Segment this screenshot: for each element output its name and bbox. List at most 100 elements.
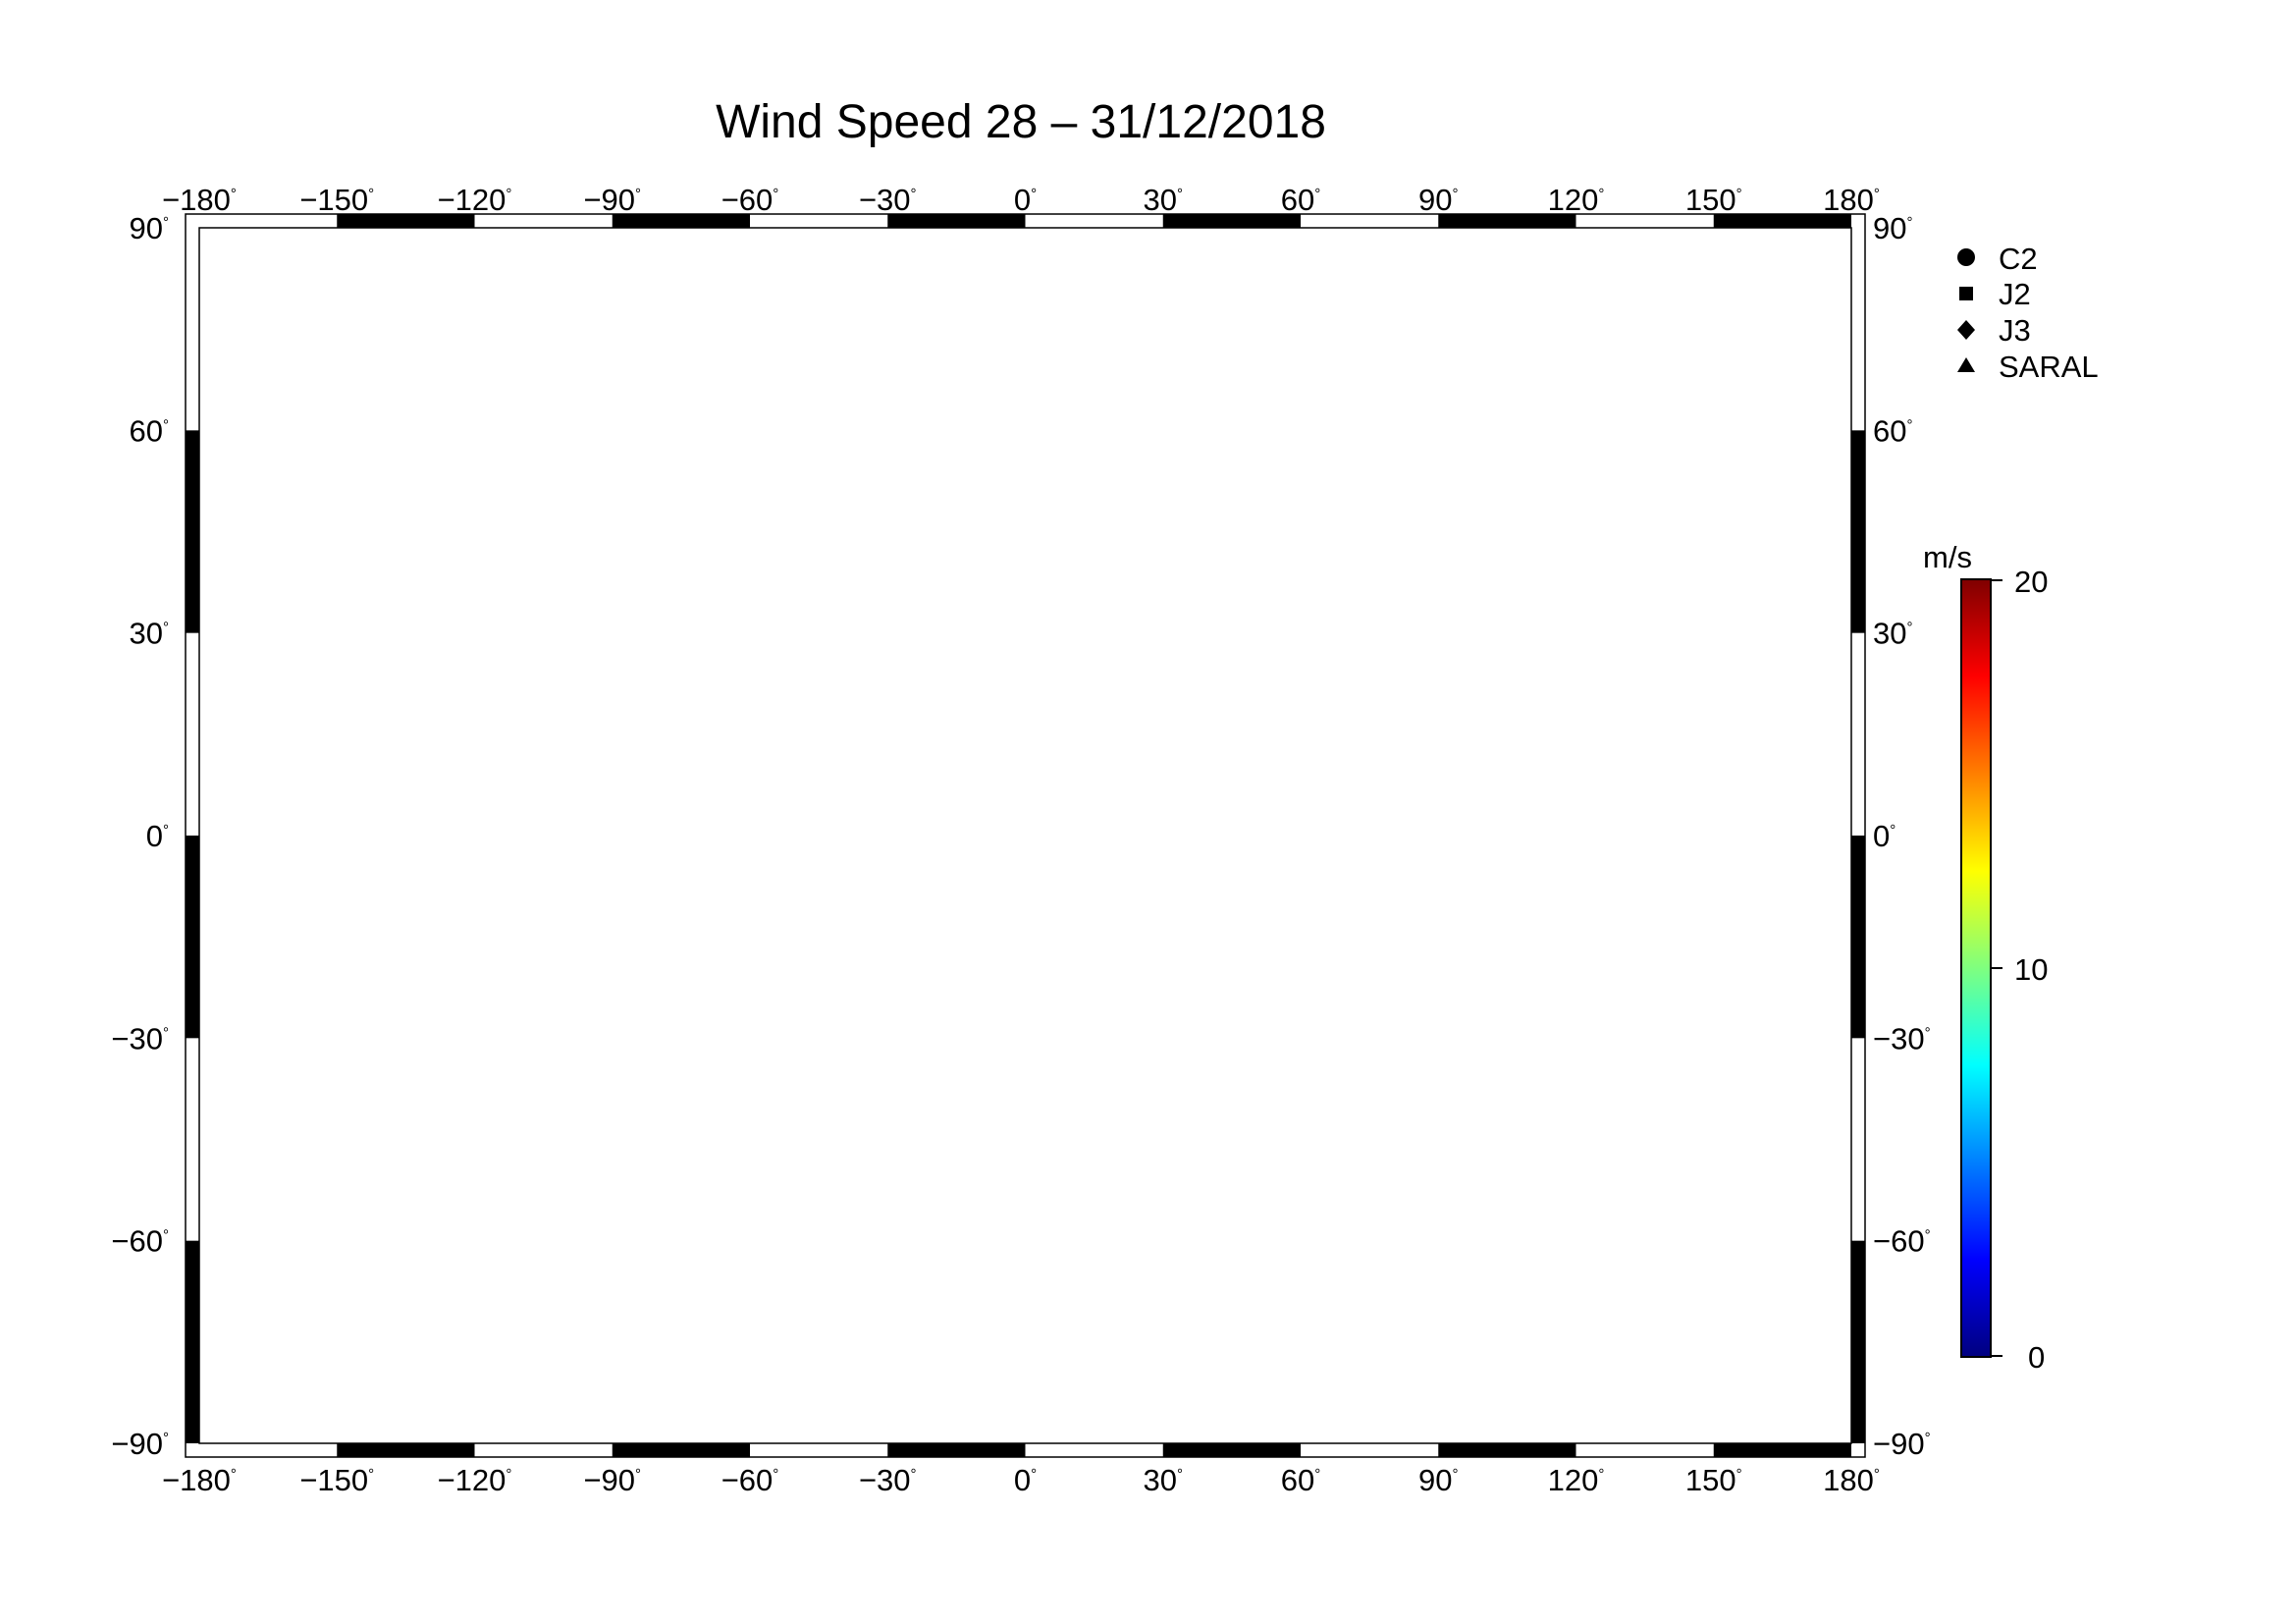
track-segment	[1903, 1083, 1924, 1132]
track-segment	[75, 637, 95, 686]
lon-tick-label-bottom: −120°	[438, 1463, 512, 1497]
track-segment	[106, 588, 127, 637]
track-segment	[0, 588, 3, 637]
track-segment	[66, 786, 86, 836]
track-segment	[1915, 489, 1936, 538]
frame-segment-right	[1851, 836, 1865, 1039]
lon-tick-label-bottom: 120°	[1548, 1463, 1605, 1497]
track-segment	[116, 736, 136, 785]
lon-tick-label-bottom: 0°	[1014, 1463, 1037, 1497]
track-segment	[18, 538, 38, 587]
track-segment	[1900, 786, 1921, 836]
track-segment	[111, 538, 132, 587]
track-segment	[2028, 786, 2049, 836]
track-segment	[2040, 687, 2060, 736]
track-segment	[2143, 390, 2163, 439]
lat-tick-label-left: 30°	[130, 617, 169, 651]
track-segment	[2123, 489, 2144, 538]
track-segment	[1888, 885, 1908, 934]
track-segment	[2018, 687, 2039, 736]
track-segment	[2081, 538, 2102, 587]
track-segment	[38, 588, 59, 637]
track-segment	[1904, 440, 1925, 489]
track-segment	[15, 588, 35, 637]
track-segment	[113, 935, 133, 984]
track-segment	[85, 538, 106, 587]
track-segment	[1919, 637, 1940, 686]
frame-outer	[185, 213, 1866, 1458]
track-segment	[60, 935, 80, 984]
lon-tick-label-bottom: 30°	[1144, 1463, 1183, 1497]
lon-tick-label-top: 60°	[1281, 183, 1320, 217]
colorbar: m/s 20 10 0	[1923, 540, 2048, 1375]
lat-tick-label-right: 0°	[1873, 819, 1896, 853]
track-segment	[107, 885, 128, 934]
colorbar-gradient	[1960, 578, 1992, 1358]
track-segment	[1953, 440, 1974, 489]
track-segment	[2096, 390, 2116, 439]
track-segment	[86, 836, 107, 885]
track-segment	[1907, 885, 1928, 934]
track-segment	[1921, 736, 1942, 785]
track-segment	[2174, 440, 2195, 489]
track-segment	[65, 885, 85, 934]
satellite-legend: C2 J2 J3 SARAL	[1957, 242, 2099, 384]
track-segment	[147, 687, 168, 736]
track-segment	[2102, 489, 2122, 538]
track-segment	[1863, 489, 1884, 538]
track-segment	[118, 687, 138, 736]
legend-marker-square-icon	[1959, 287, 1973, 300]
track-segment	[1877, 736, 1897, 785]
track-segment	[96, 637, 117, 686]
legend-label-j3: J3	[1999, 313, 2031, 348]
track-segment	[59, 637, 80, 686]
frame-segment-left	[186, 836, 199, 1039]
map-title: Wind Speed 28 – 31/12/2018	[716, 96, 1326, 148]
tick-labels: −180° −180° −150° −150° −120° −120° −90° −90° −6…	[111, 183, 1930, 1497]
legend-label-j2: J2	[1999, 277, 2031, 311]
lon-tick-label-bottom: −90°	[583, 1463, 641, 1497]
lon-tick-label-top: 180°	[1823, 183, 1880, 217]
track-segment	[91, 440, 112, 489]
track-segment	[2044, 390, 2064, 439]
track-segment	[0, 637, 9, 686]
lon-tick-label-top: −90°	[583, 183, 641, 217]
track-segment	[0, 440, 12, 489]
track-segment	[2133, 538, 2154, 587]
track-segment	[12, 489, 32, 538]
track-segment	[122, 786, 142, 836]
legend-marker-triangle-icon	[1957, 357, 1975, 372]
track-segment	[32, 538, 53, 587]
legend-label-saral: SARAL	[1999, 350, 2099, 384]
track-segment	[123, 1083, 143, 1132]
lon-tick-label-top: 150°	[1685, 183, 1742, 217]
track-segment	[2055, 489, 2075, 538]
track-segment	[85, 935, 106, 984]
track-segment	[2, 736, 23, 785]
track-segment	[2195, 390, 2216, 439]
lon-tick-label-bottom: −60°	[721, 1463, 779, 1497]
legend-marker-diamond-icon	[1957, 320, 1975, 340]
lat-tick-label-right: 60°	[1873, 413, 1912, 448]
track-segment	[89, 489, 110, 538]
lon-tick-label-top: 30°	[1144, 183, 1183, 217]
track-segment	[162, 440, 183, 489]
frame-segment-right	[1851, 430, 1865, 633]
track-segment	[2154, 489, 2174, 538]
track-segment	[54, 588, 75, 637]
track-segment	[1937, 440, 1957, 489]
lat-tick-label-right: −60°	[1873, 1224, 1931, 1259]
lon-tick-label-top: −120°	[438, 183, 512, 217]
frame-segment-left	[186, 1240, 199, 1443]
track-segment	[119, 836, 139, 885]
track-segment	[133, 538, 153, 587]
track-segment	[1991, 687, 2011, 736]
track-segment	[1963, 489, 1984, 538]
lat-tick-label-right: 90°	[1873, 211, 1912, 245]
track-segment	[1974, 390, 1995, 439]
frame-segment-top	[612, 214, 750, 228]
track-segment	[1984, 440, 2004, 489]
track-segment	[57, 687, 78, 736]
track-segment	[1925, 390, 1946, 439]
lon-tick-label-top: −60°	[721, 183, 779, 217]
